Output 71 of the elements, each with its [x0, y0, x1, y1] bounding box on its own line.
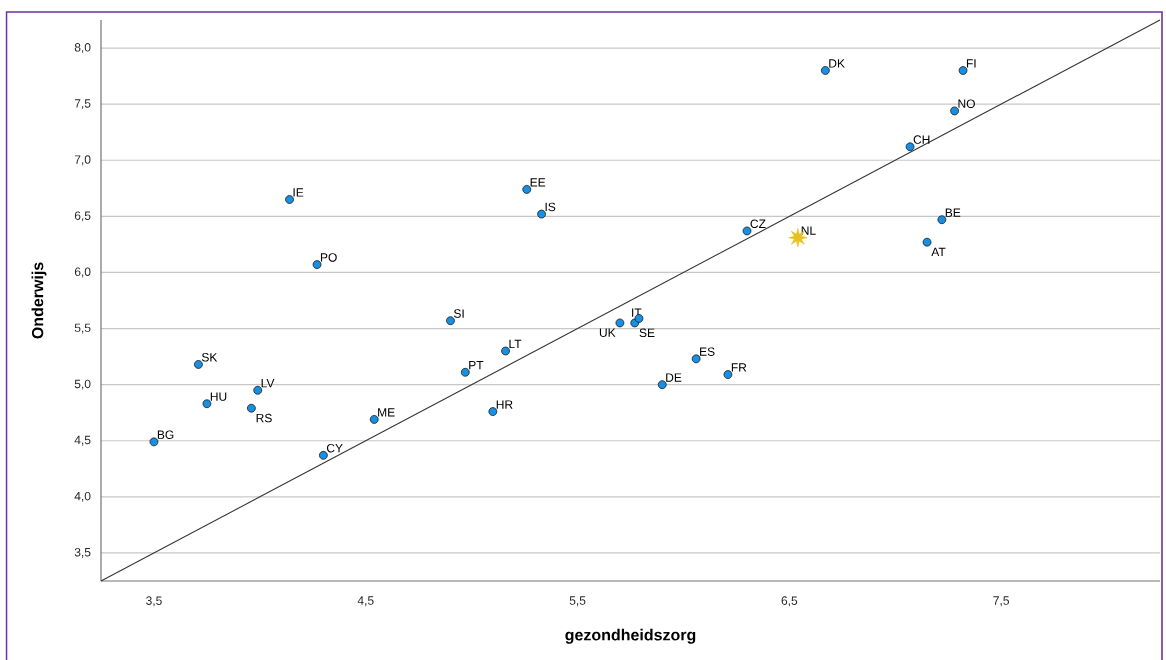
annotation: SK — [201, 353, 218, 362]
y-tick-label: 4,5 — [74, 435, 91, 446]
point — [950, 106, 959, 116]
point — [194, 360, 203, 369]
annotation: FR — [731, 363, 747, 372]
y-tick-label: 7,5 — [74, 99, 91, 110]
annotation: NO — [958, 99, 975, 108]
annotation: PT — [469, 361, 484, 370]
point — [821, 66, 830, 75]
point — [285, 195, 294, 204]
annotation: NL — [801, 226, 816, 235]
y-tick-label: 7,0 — [74, 155, 91, 166]
annotation: HU — [210, 392, 227, 401]
y-tick-label: 6,0 — [74, 267, 91, 278]
annotation: ES — [700, 347, 715, 356]
annotation: IE — [293, 188, 304, 197]
x-tick-label: 4,5 — [357, 596, 374, 607]
point — [488, 407, 498, 416]
point — [958, 66, 968, 75]
point — [522, 185, 532, 194]
point — [742, 226, 752, 236]
point — [253, 385, 263, 395]
point — [537, 209, 546, 219]
point — [319, 450, 328, 460]
annotation: LV — [261, 379, 275, 388]
point — [905, 142, 915, 152]
annotation: ME — [378, 408, 395, 417]
x-tick-label: 3,5 — [146, 596, 162, 607]
annotation: DE — [666, 373, 682, 382]
y-tick-label: 8,0 — [74, 43, 91, 53]
point — [937, 215, 947, 225]
point — [657, 380, 667, 389]
x-tick-label: 6,5 — [781, 596, 798, 607]
annotation: UK — [599, 328, 616, 337]
annotation: CY — [326, 443, 343, 453]
point — [446, 316, 455, 326]
y-tick-label: 5,0 — [74, 379, 91, 390]
point — [691, 354, 701, 364]
point — [723, 370, 733, 379]
point — [312, 260, 322, 269]
annotation: BE — [945, 208, 961, 217]
point — [247, 403, 256, 413]
y-tick-label: 6,5 — [74, 211, 91, 222]
annotation: HR — [496, 400, 513, 409]
point — [460, 367, 470, 377]
y-axis-title: Onderwijs — [31, 262, 47, 339]
annotation: SE — [639, 328, 655, 338]
x-axis-title: gezondheidszorg — [565, 628, 696, 644]
point — [202, 399, 212, 409]
annotation: EE — [530, 178, 546, 187]
annotation: CH — [913, 135, 930, 144]
annotation: AT — [931, 247, 946, 257]
point — [922, 237, 932, 247]
annotation: LT — [509, 339, 522, 349]
annotation: IS — [545, 202, 556, 212]
annotation: SI — [453, 309, 464, 318]
annotation: FI — [966, 59, 976, 68]
point — [501, 346, 510, 356]
point — [149, 437, 159, 447]
x-tick-label: 5,5 — [569, 596, 586, 607]
point — [369, 415, 379, 424]
annotation: RS — [256, 413, 272, 423]
point — [615, 318, 625, 328]
annotation: BG — [157, 430, 174, 439]
y-tick-label: 4,0 — [74, 491, 91, 502]
x-tick-label: 7,5 — [993, 596, 1009, 607]
y-tick-label: 3,5 — [74, 547, 91, 558]
y-tick-label: 5,5 — [74, 323, 91, 334]
annotation: DK — [829, 59, 845, 68]
annotation: PO — [320, 253, 337, 262]
annotation: CZ — [750, 219, 766, 229]
